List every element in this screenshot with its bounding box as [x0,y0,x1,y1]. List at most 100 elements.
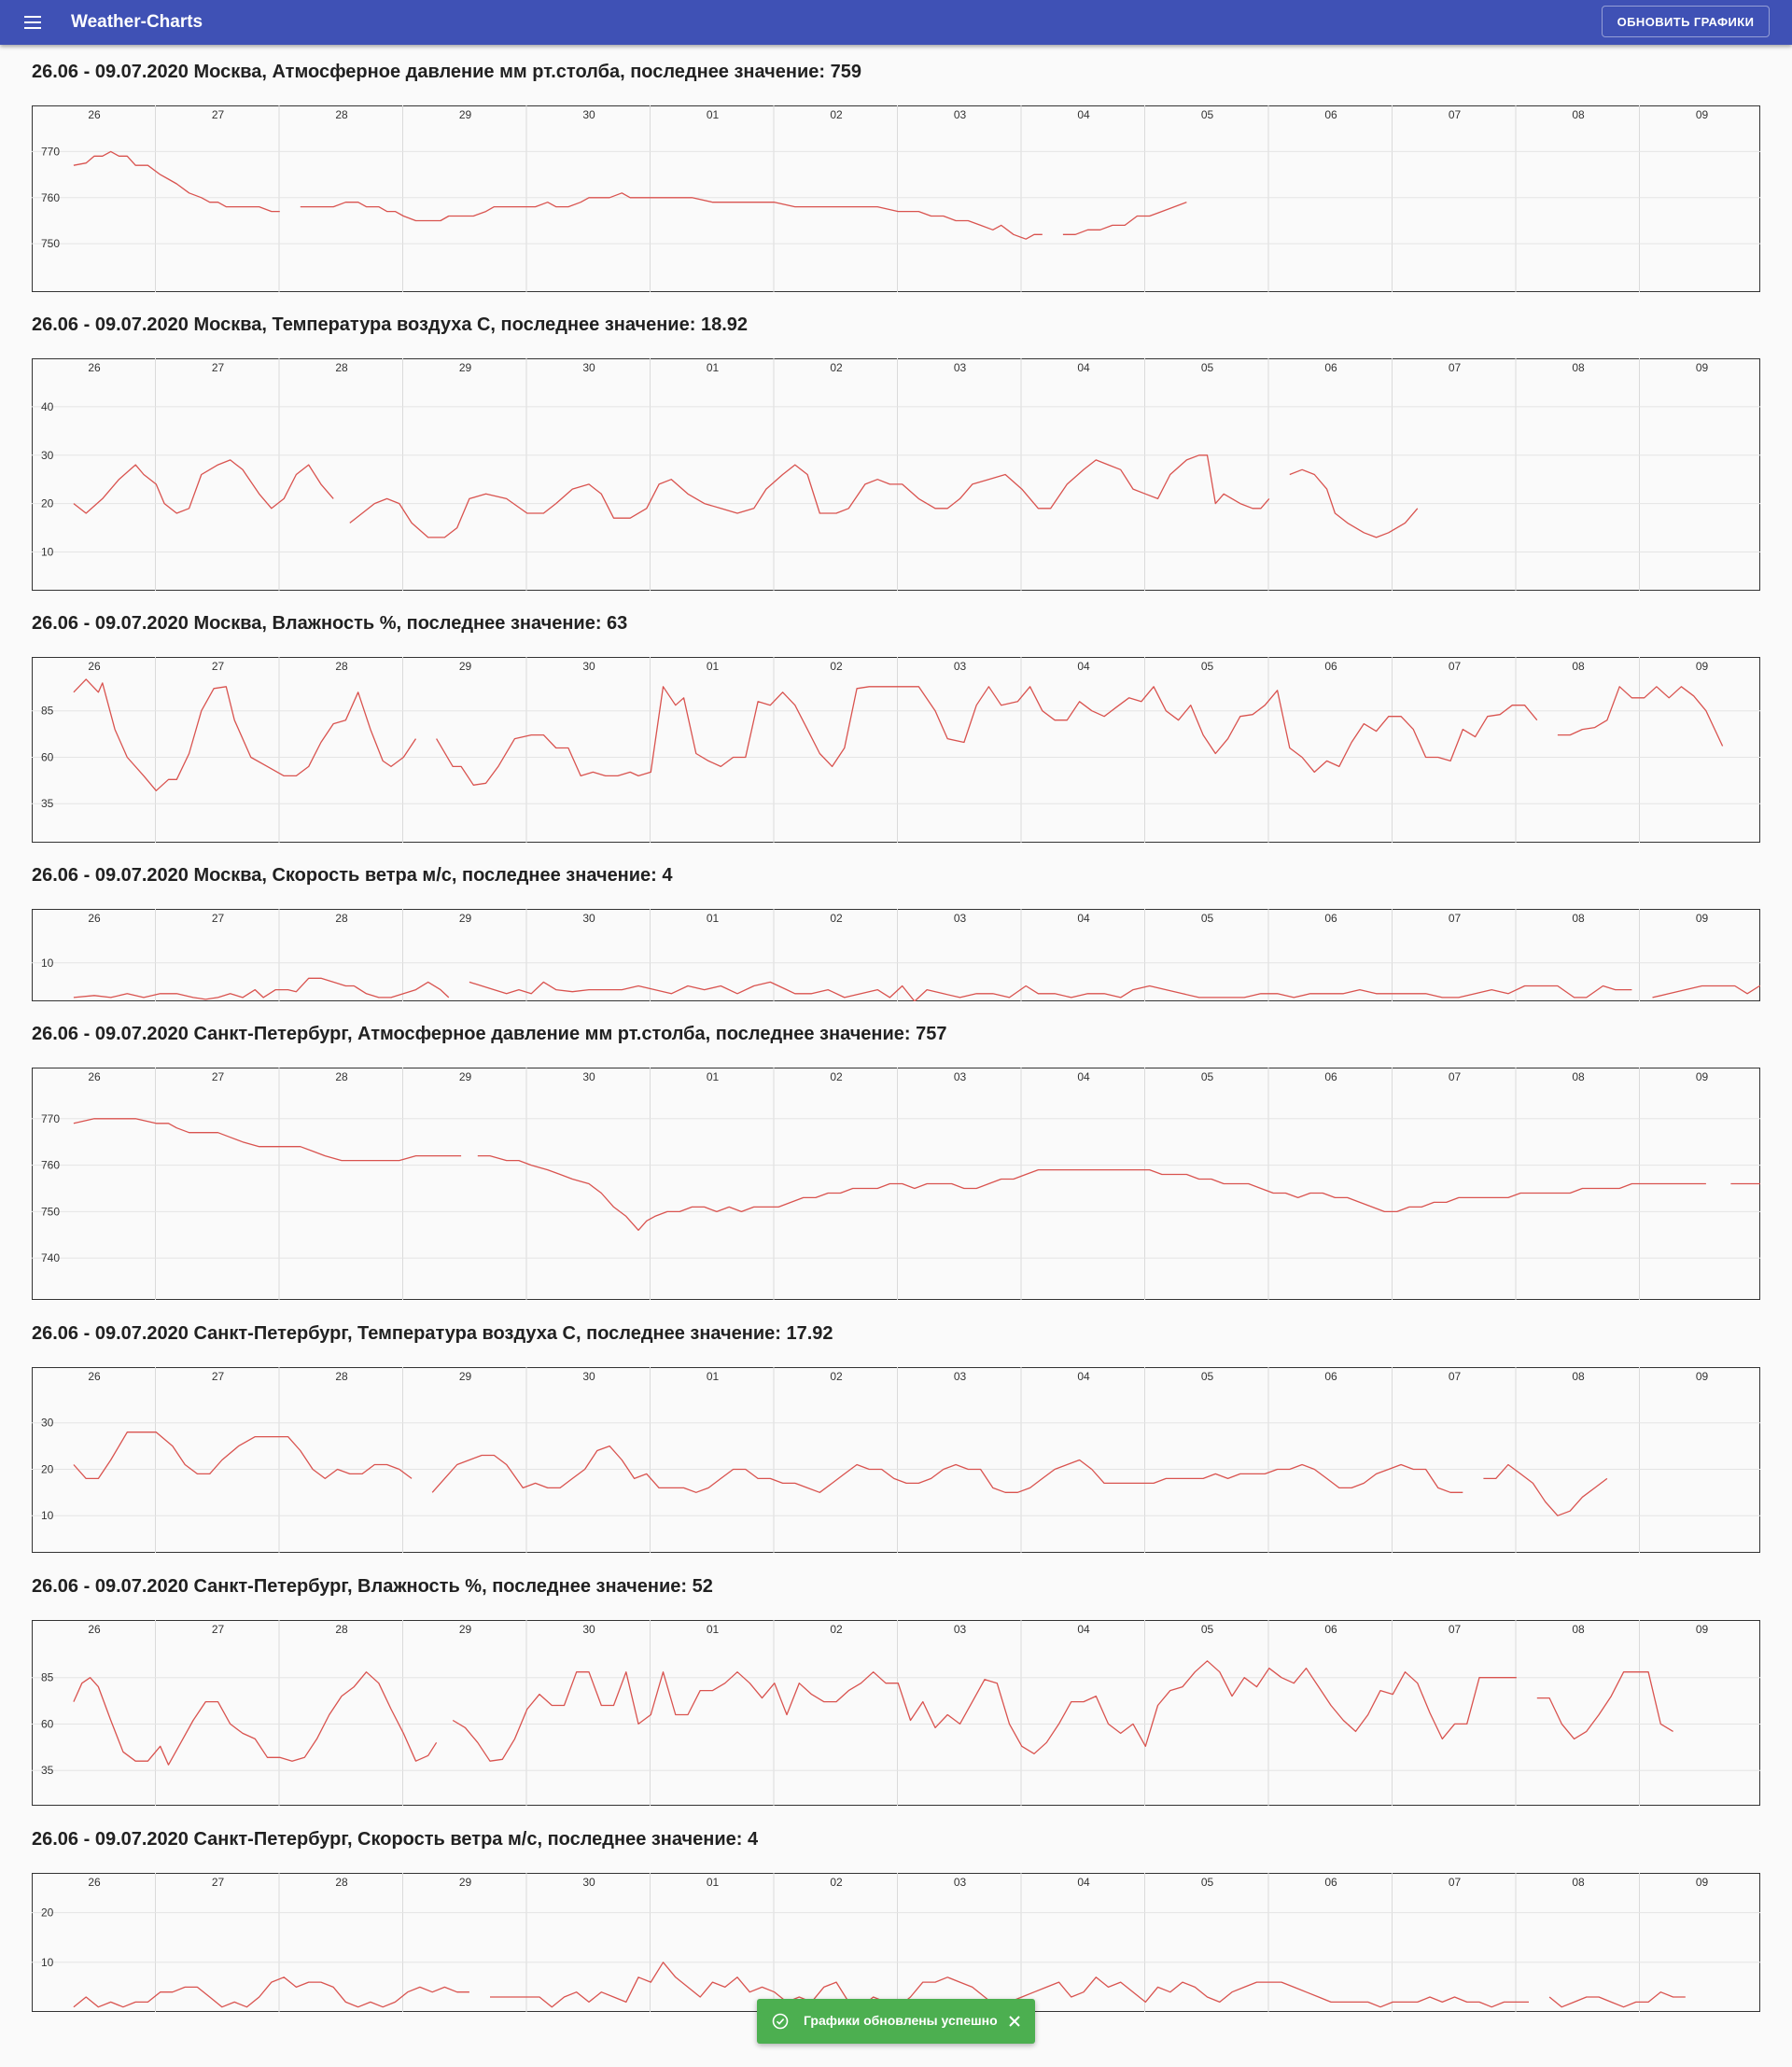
x-tick-label: 01 [707,1370,720,1383]
x-tick-label: 27 [212,1070,225,1083]
chart-block: 26.06 - 09.07.2020 Москва, Атмосферное д… [0,62,1792,293]
x-tick-label: 27 [212,660,225,673]
x-tick-label: 29 [459,1876,472,1889]
series-line [73,459,334,514]
x-tick-label: 30 [582,1623,595,1636]
chart-block: 26.06 - 09.07.2020 Санкт-Петербург, Атмо… [0,1024,1792,1301]
x-tick-label: 04 [1077,1623,1090,1636]
x-tick-label: 09 [1696,660,1709,673]
x-tick-label: 05 [1201,912,1214,925]
x-tick-label: 02 [830,1623,843,1636]
x-tick-label: 06 [1324,1070,1337,1083]
series-line [436,686,1538,786]
y-tick-label: 30 [41,1417,54,1430]
chart-block: 26.06 - 09.07.2020 Санкт-Петербург, Скор… [0,1829,1792,2013]
chart-block: 26.06 - 09.07.2020 Москва, Температура в… [0,314,1792,592]
x-tick-label: 03 [954,361,967,374]
x-tick-label: 04 [1077,1370,1090,1383]
x-tick-label: 30 [582,1070,595,1083]
chart-title: 26.06 - 09.07.2020 Москва, Скорость ветр… [32,865,673,886]
x-tick-label: 27 [212,1623,225,1636]
chart-title: 26.06 - 09.07.2020 Санкт-Петербург, Темп… [32,1323,833,1344]
menu-icon[interactable] [19,11,47,34]
check-circle-icon [772,2013,789,2030]
x-tick-label: 08 [1572,912,1585,925]
success-toast: Графики обновлены успешно [757,1999,1035,2044]
x-tick-label: 28 [335,108,348,121]
x-tick-label: 08 [1572,361,1585,374]
x-tick-label: 02 [830,108,843,121]
x-tick-label: 26 [88,361,101,374]
x-tick-label: 09 [1696,108,1709,121]
x-tick-label: 28 [335,361,348,374]
x-tick-label: 06 [1324,1370,1337,1383]
x-tick-label: 26 [88,1370,101,1383]
chart-title: 26.06 - 09.07.2020 Санкт-Петербург, Влаж… [32,1576,713,1597]
chart-frame [32,1620,1760,1806]
x-tick-label: 27 [212,912,225,925]
x-tick-label: 02 [830,1370,843,1383]
x-tick-label: 07 [1449,108,1462,121]
x-tick-label: 09 [1696,912,1709,925]
x-tick-label: 03 [954,660,967,673]
y-tick-label: 750 [41,1205,60,1218]
x-tick-label: 29 [459,108,472,121]
x-tick-label: 02 [830,912,843,925]
line-chart: 10 26 27 28 29 30 01 02 03 04 05 06 07 08 09 [32,909,1760,1001]
x-tick-label: 27 [212,361,225,374]
x-tick-label: 04 [1077,912,1090,925]
x-tick-label: 30 [582,912,595,925]
chart-frame [32,358,1760,591]
x-tick-label: 03 [954,1370,967,1383]
x-tick-label: 29 [459,1070,472,1083]
x-tick-label: 28 [335,912,348,925]
y-tick-label: 20 [41,1462,54,1475]
x-tick-label: 01 [707,1876,720,1889]
y-tick-label: 35 [41,797,54,810]
chart-title: 26.06 - 09.07.2020 Москва, Атмосферное д… [32,62,861,82]
x-tick-label: 07 [1449,1370,1462,1383]
x-tick-label: 26 [88,660,101,673]
chart-block: 26.06 - 09.07.2020 Санкт-Петербург, Влаж… [0,1576,1792,1807]
x-tick-label: 07 [1449,1070,1462,1083]
y-tick-label: 10 [41,546,54,559]
x-tick-label: 02 [830,361,843,374]
line-chart: 770 760 750 26 27 28 29 30 01 02 03 04 05 06 07 08 09 [32,105,1760,292]
x-tick-label: 05 [1201,1876,1214,1889]
line-chart: 30 20 10 26 27 28 29 30 01 02 03 04 05 06 07 08 09 [32,1367,1760,1553]
series-line [1536,1671,1673,1740]
x-tick-label: 27 [212,1876,225,1889]
x-tick-label: 30 [582,108,595,121]
chart-block: 26.06 - 09.07.2020 Москва, Скорость ветр… [0,865,1792,1002]
series-line [73,150,280,213]
x-tick-label: 29 [459,660,472,673]
x-tick-label: 09 [1696,1876,1709,1889]
x-tick-label: 09 [1696,361,1709,374]
y-tick-label: 770 [41,1112,60,1125]
x-tick-label: 03 [954,108,967,121]
x-tick-label: 28 [335,1070,348,1083]
chart-frame [32,657,1760,843]
chart-frame [32,1873,1760,2012]
series-line [431,1445,1463,1493]
x-tick-label: 06 [1324,1876,1337,1889]
x-tick-label: 05 [1201,1623,1214,1636]
x-tick-label: 01 [707,1070,720,1083]
x-tick-label: 04 [1077,1070,1090,1083]
series-line [452,1660,1517,1762]
x-tick-label: 01 [707,660,720,673]
x-tick-label: 03 [954,1070,967,1083]
x-tick-label: 08 [1572,1370,1585,1383]
close-icon[interactable] [1005,2012,1024,2031]
x-tick-label: 04 [1077,660,1090,673]
x-tick-label: 06 [1324,361,1337,374]
x-tick-label: 28 [335,1876,348,1889]
app-title: Weather-Charts [71,12,203,32]
x-tick-label: 26 [88,912,101,925]
refresh-charts-button[interactable]: ОБНОВИТЬ ГРАФИКИ [1602,6,1770,37]
chart-title: 26.06 - 09.07.2020 Москва, Температура в… [32,314,748,335]
x-tick-label: 08 [1572,660,1585,673]
series-line [73,678,417,791]
line-chart: 85 60 35 26 27 28 29 30 01 02 03 04 05 06 07 08 09 [32,657,1760,843]
x-tick-label: 27 [212,108,225,121]
